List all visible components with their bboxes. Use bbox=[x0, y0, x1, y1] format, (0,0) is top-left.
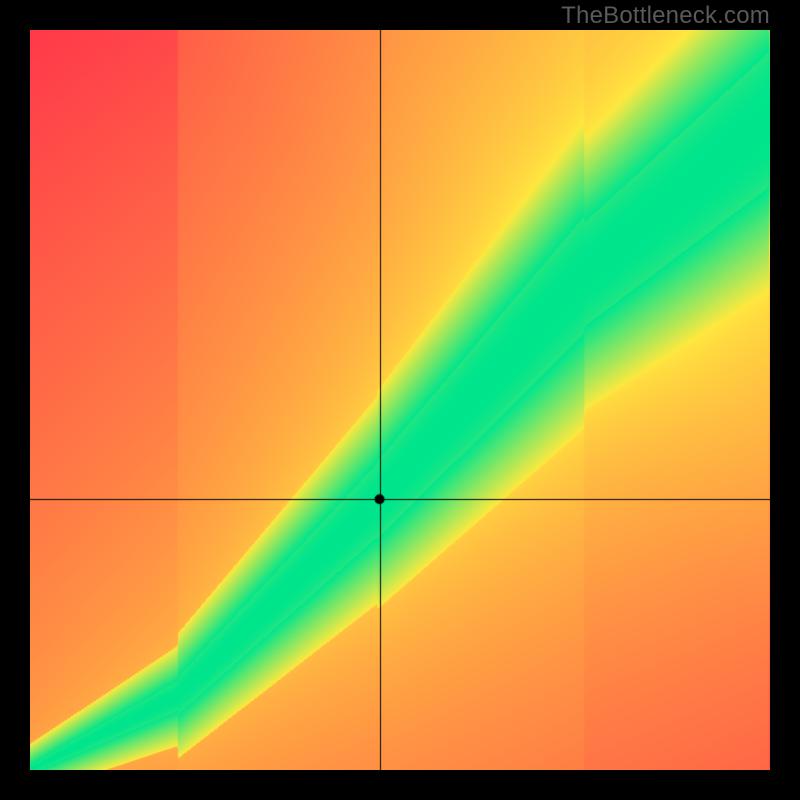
heatmap-plot bbox=[30, 30, 770, 770]
watermark: TheBottleneck.com bbox=[561, 2, 770, 30]
